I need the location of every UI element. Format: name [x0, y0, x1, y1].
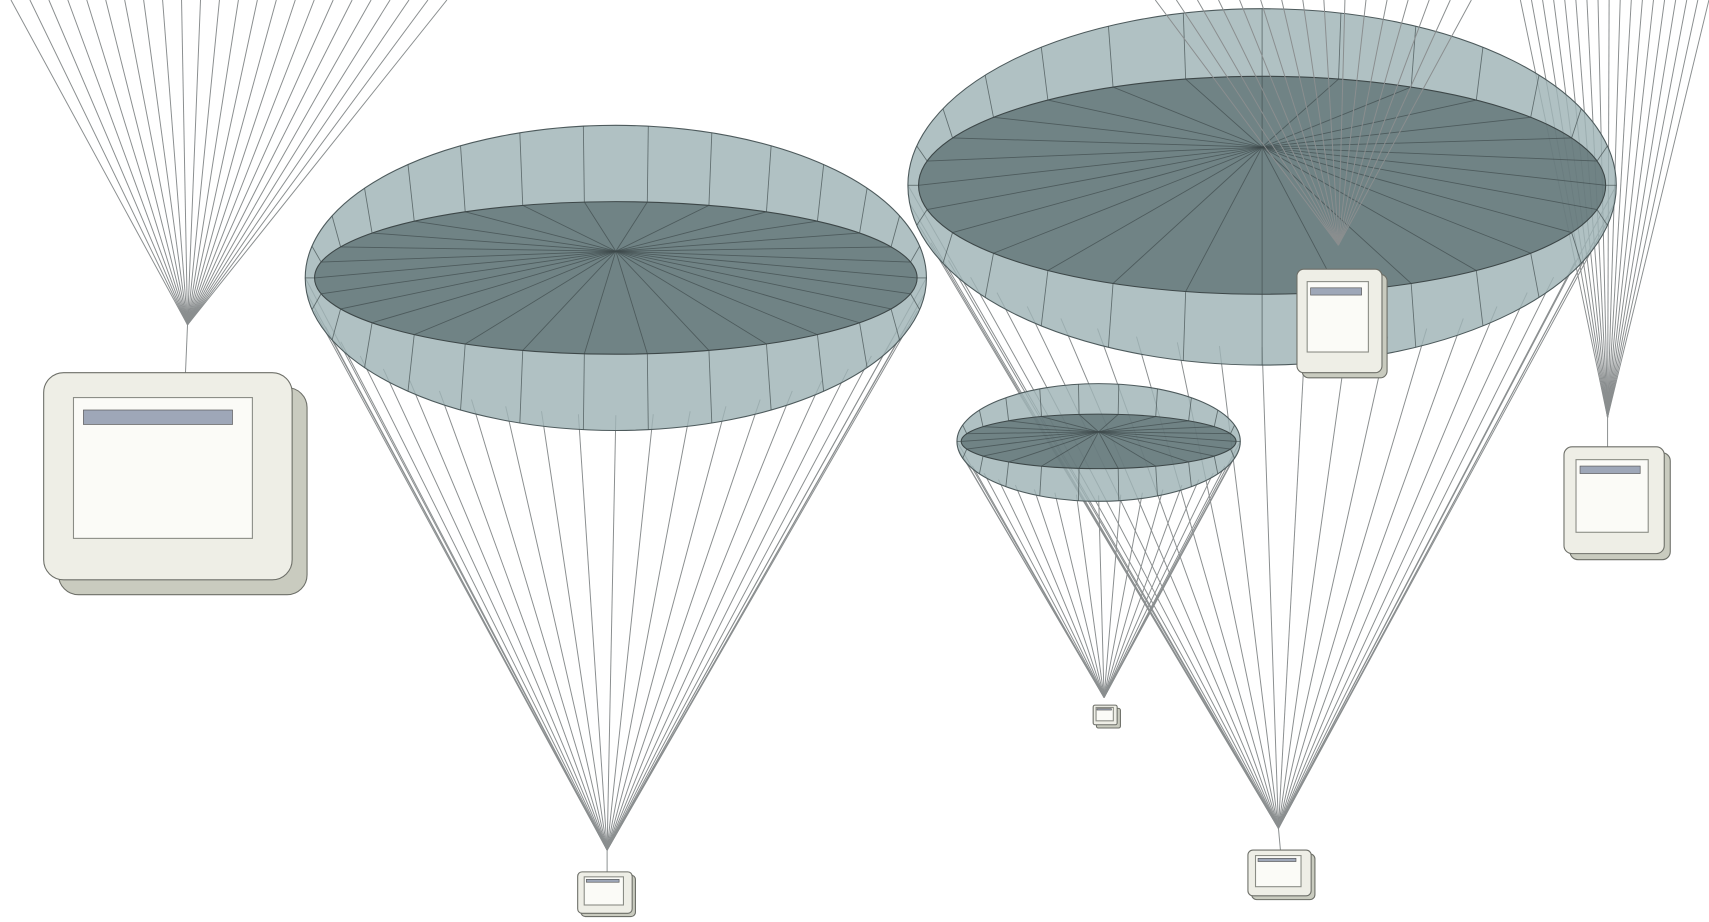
suspension-line [1104, 485, 1182, 697]
box-slot [1580, 466, 1640, 473]
cargo-box [1093, 705, 1120, 728]
suspension-line [30, 0, 188, 325]
suspension-line [182, 0, 188, 325]
box-slot [1311, 288, 1362, 295]
suspension-line [1608, 0, 1665, 417]
box-slot [83, 410, 232, 424]
cargo-box [578, 872, 636, 917]
suspension-line [607, 391, 792, 850]
cargo-box [1248, 850, 1315, 900]
suspension-line [87, 0, 188, 325]
suspension-line [998, 480, 1104, 698]
riser [1278, 828, 1280, 852]
suspension-line [984, 473, 1104, 697]
box-slot [586, 879, 619, 882]
suspension-line [410, 381, 607, 850]
suspension-line [506, 406, 607, 850]
parachute-illustration [0, 0, 1709, 922]
suspension-line [607, 414, 653, 850]
gore-seam [1118, 468, 1119, 500]
canopy-underside [961, 414, 1236, 468]
canopy [908, 9, 1616, 365]
canopy [305, 125, 926, 430]
canopy [957, 384, 1240, 502]
suspension-line [607, 369, 848, 850]
suspension-line [188, 0, 201, 325]
page-body: (() => { const data = JSON.parse(documen… [0, 0, 1709, 922]
suspension-line [439, 391, 607, 850]
suspension-line [383, 369, 607, 850]
suspension-line [1608, 0, 1698, 417]
riser [185, 325, 187, 376]
suspension-line [607, 415, 616, 850]
suspension-line [188, 0, 258, 325]
suspension-line [68, 0, 188, 325]
suspension-line [1278, 306, 1497, 828]
suspension-line [1278, 337, 1387, 829]
suspension-line [1099, 495, 1104, 697]
suspension-line [578, 414, 607, 850]
box-slot [1258, 858, 1296, 861]
canopy-underside [315, 202, 918, 355]
suspension-line [1015, 485, 1104, 697]
suspension-line [1104, 493, 1142, 698]
suspension-line [1104, 473, 1213, 697]
gore-seam [1078, 468, 1079, 500]
page: {} html, body { margin: 0; padding: 0; w… [0, 0, 1709, 922]
cargo-box [1297, 269, 1387, 378]
suspension-line [1262, 347, 1278, 828]
suspension-line [1278, 346, 1304, 828]
suspension-line [1278, 318, 1463, 828]
suspension-line [997, 293, 1278, 829]
suspension-line [607, 411, 690, 850]
box-slot [1097, 709, 1111, 710]
suspension-line [188, 0, 239, 325]
suspension-line [471, 399, 607, 850]
cargo-box [1564, 447, 1670, 560]
suspension-line [1608, 0, 1709, 417]
suspension-line [11, 0, 188, 325]
suspension-line [125, 0, 188, 325]
gore-seam [1078, 384, 1079, 414]
suspension-line [188, 0, 315, 325]
suspension-line [188, 0, 277, 325]
suspension-line [1608, 0, 1654, 417]
suspension-line [1278, 329, 1426, 829]
cargo-box [44, 373, 307, 595]
suspension-line [144, 0, 188, 325]
suspension-line [1608, 0, 1676, 417]
gore-seam [1118, 384, 1119, 414]
